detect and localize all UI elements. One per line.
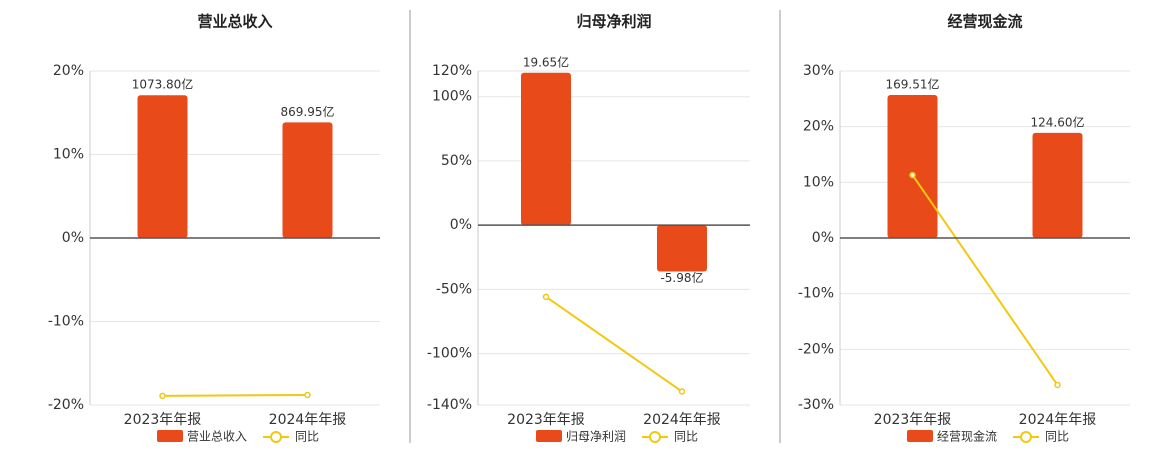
legend-label: 同比 (674, 430, 698, 444)
legend-label: 营业总收入 (187, 430, 247, 444)
chart-title: 营业总收入 (197, 13, 272, 31)
x-tick-label: 2024年年报 (643, 412, 721, 428)
line (545, 296, 683, 393)
legend-swatch (907, 430, 933, 442)
line-point (159, 392, 166, 400)
line-point (909, 171, 916, 179)
y-tick-label: 120% (432, 63, 472, 79)
x-tick-label: 2024年年报 (1019, 412, 1097, 428)
legend-marker (1020, 431, 1033, 443)
legend-marker (649, 431, 662, 443)
y-tick-label: 0% (450, 217, 472, 233)
x-tick-label: 2023年年报 (507, 412, 585, 428)
x-tick-label: 2024年年报 (269, 412, 347, 428)
line-point (678, 388, 686, 395)
y-tick-label: 0% (62, 230, 84, 246)
legend-label: 同比 (295, 430, 319, 444)
y-tick-label: 20% (53, 63, 84, 79)
y-tick-label: -20% (48, 397, 84, 413)
line (162, 393, 308, 397)
legend-label: 同比 (1045, 430, 1069, 444)
y-tick-label: -30% (798, 397, 834, 413)
y-tick-label: -10% (48, 314, 84, 330)
bar (1032, 132, 1083, 238)
legend-swatch (157, 430, 183, 442)
x-tick-label: 2023年年报 (124, 412, 202, 428)
y-tick-label: 30% (803, 63, 834, 79)
bar (282, 122, 333, 238)
legend-label: 经营现金流 (937, 429, 997, 444)
y-tick-label: -10% (798, 286, 834, 302)
legend-marker (270, 431, 283, 443)
value-label: -5.98亿 (660, 270, 703, 285)
bar (137, 95, 188, 238)
x-tick-label: 2023年年报 (874, 412, 952, 428)
bar (887, 95, 938, 238)
y-tick-label: 0% (812, 230, 834, 246)
value-label: 169.51亿 (886, 77, 940, 92)
line-point (1054, 381, 1061, 389)
chart-title: 经营现金流 (947, 13, 1022, 31)
y-tick-label: 20% (803, 119, 834, 135)
bar (657, 225, 707, 272)
y-tick-label: 100% (432, 89, 472, 105)
y-tick-label: -20% (798, 341, 834, 357)
y-tick-label: -50% (436, 281, 472, 297)
line-point (542, 293, 550, 301)
value-label: 124.60亿 (1031, 114, 1085, 129)
value-label: 1073.80亿 (132, 77, 194, 92)
y-tick-label: 50% (441, 153, 472, 169)
y-tick-label: 10% (53, 147, 84, 163)
chart-title: 归母净利润 (576, 13, 651, 31)
bar (521, 72, 571, 226)
y-tick-label: -100% (427, 346, 472, 362)
value-label: 19.65亿 (523, 54, 569, 69)
line (911, 174, 1059, 386)
y-tick-label: 10% (803, 174, 834, 190)
legend-swatch (536, 430, 562, 442)
line-point (304, 391, 311, 399)
y-tick-label: -140% (427, 397, 472, 413)
value-label: 869.95亿 (281, 104, 335, 119)
legend-label: 归母净利润 (566, 430, 626, 444)
